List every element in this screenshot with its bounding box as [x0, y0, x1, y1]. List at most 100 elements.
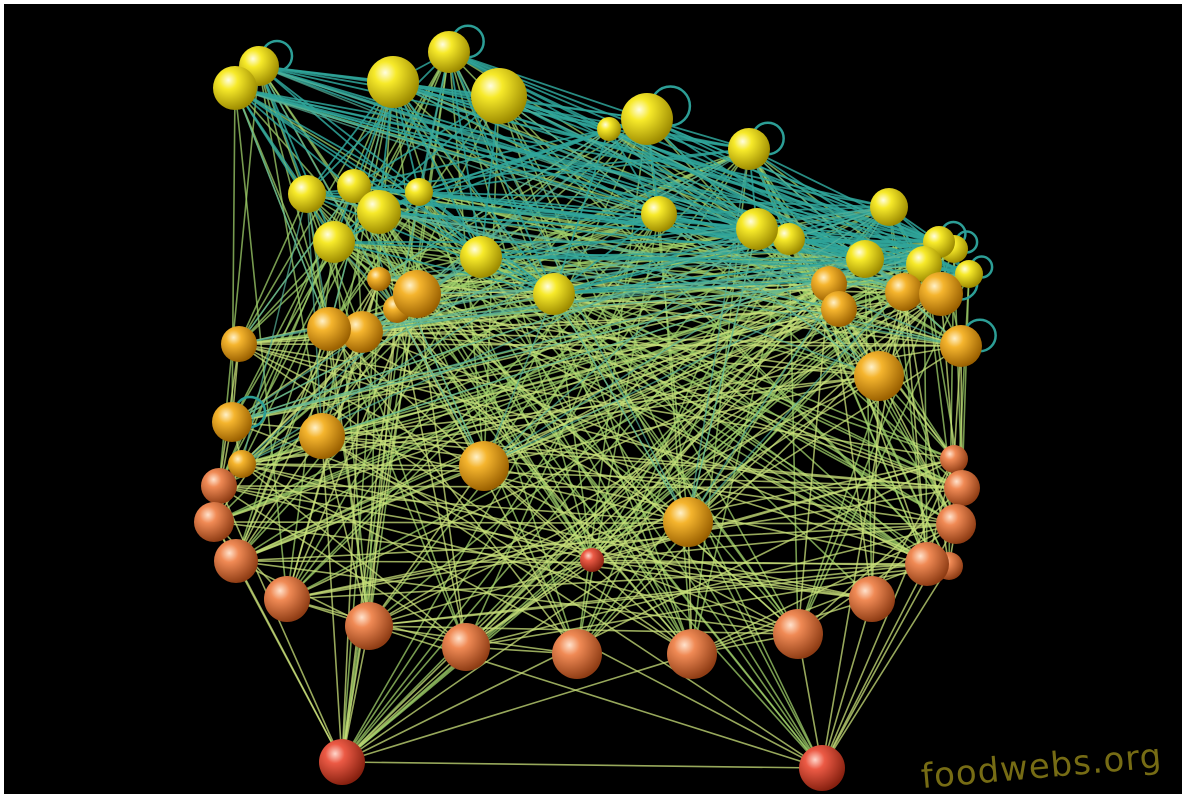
trophic-link — [392, 81, 905, 293]
intermediate-species-node — [919, 272, 963, 316]
trophic-link — [238, 343, 955, 460]
basal-species-node — [552, 629, 602, 679]
trophic-link — [353, 185, 363, 333]
trophic-link — [218, 485, 799, 635]
trophic-link — [333, 81, 394, 243]
trophic-link — [231, 87, 236, 423]
trophic-link — [378, 278, 942, 295]
intermediate-species-node — [663, 497, 713, 547]
intermediate-species-node — [228, 450, 256, 478]
basal-species-node — [264, 576, 310, 622]
top-predator-node — [773, 223, 805, 255]
trophic-link — [341, 293, 418, 763]
species-nodes — [194, 31, 983, 791]
basal-species-node — [773, 609, 823, 659]
trophic-link — [418, 128, 610, 193]
trophic-link — [448, 51, 482, 258]
trophic-link — [940, 293, 955, 460]
trophic-link — [591, 559, 873, 600]
trophic-link — [241, 463, 593, 561]
trophic-link — [286, 487, 963, 600]
basal-species-node — [201, 468, 237, 504]
trophic-link — [797, 283, 830, 635]
top-predator-node — [621, 93, 673, 145]
trophic-link — [797, 263, 925, 635]
basal-species-node — [940, 445, 968, 473]
top-predator-node — [870, 188, 908, 226]
trophic-link — [341, 331, 363, 763]
trophic-link — [234, 87, 420, 193]
trophic-link — [321, 435, 957, 525]
basal-species-node — [442, 623, 490, 671]
trophic-link — [483, 293, 555, 467]
trophic-link — [238, 343, 799, 635]
trophic-link — [218, 485, 963, 489]
trophic-link — [231, 258, 866, 423]
trophic-link — [821, 598, 873, 769]
trophic-link — [353, 95, 500, 187]
trophic-link — [241, 463, 963, 489]
trophic-link — [213, 521, 957, 525]
trophic-link — [361, 293, 555, 333]
basal-species-node — [849, 576, 895, 622]
trophic-link — [396, 308, 880, 377]
trophic-link — [483, 241, 940, 467]
trophic-link — [241, 463, 823, 769]
foodweb-canvas: foodwebs.org — [4, 4, 1182, 794]
trophic-link — [465, 523, 957, 648]
intermediate-species-node — [940, 325, 982, 367]
trophic-link — [238, 343, 957, 525]
trophic-link — [241, 375, 880, 465]
trophic-link — [328, 273, 970, 330]
trophic-link — [218, 485, 689, 523]
intermediate-species-node — [341, 311, 383, 353]
trophic-link — [418, 191, 593, 561]
trophic-link — [286, 293, 942, 600]
trophic-link — [480, 256, 840, 310]
intermediate-species-node — [885, 273, 923, 311]
intermediate-species-node — [393, 270, 441, 318]
trophic-link — [396, 308, 467, 648]
trophic-link — [797, 273, 970, 635]
intermediate-species-node — [821, 291, 857, 327]
trophic-link — [483, 293, 942, 467]
trophic-link — [286, 256, 482, 600]
trophic-link — [687, 263, 925, 523]
trophic-link — [591, 523, 957, 561]
trophic-link — [321, 278, 380, 437]
trophic-link — [591, 293, 942, 561]
trophic-link — [658, 206, 890, 215]
trophic-link — [838, 308, 962, 347]
trophic-link — [218, 485, 873, 600]
trophic-link — [321, 435, 693, 655]
trophic-link — [368, 565, 950, 627]
trophic-link — [591, 559, 950, 567]
trophic-link — [306, 193, 330, 330]
intermediate-species-node — [367, 267, 391, 291]
trophic-link — [235, 523, 957, 562]
top-predator-node — [641, 196, 677, 232]
basal-species-node — [667, 629, 717, 679]
trophic-link — [416, 293, 799, 635]
trophic-link — [396, 308, 963, 489]
top-predator-node — [460, 236, 502, 278]
trophic-link — [353, 128, 610, 187]
trophic-link — [483, 206, 890, 467]
trophic-link — [218, 485, 343, 763]
trophic-link — [448, 51, 648, 120]
trophic-link — [341, 761, 823, 769]
trophic-link — [361, 331, 880, 377]
trophic-link — [241, 463, 485, 467]
trophic-link — [213, 521, 873, 600]
basal-species-node — [936, 504, 976, 544]
primary-producer-node — [799, 745, 845, 791]
top-predator-node — [428, 31, 470, 73]
trophic-link — [241, 345, 962, 465]
primary-producer-node — [319, 739, 365, 785]
top-predator-node — [405, 178, 433, 206]
top-predator-node — [846, 240, 884, 278]
trophic-link — [235, 560, 799, 635]
trophic-link — [378, 258, 866, 280]
trophic-link — [465, 559, 593, 648]
trophic-link — [691, 563, 928, 655]
